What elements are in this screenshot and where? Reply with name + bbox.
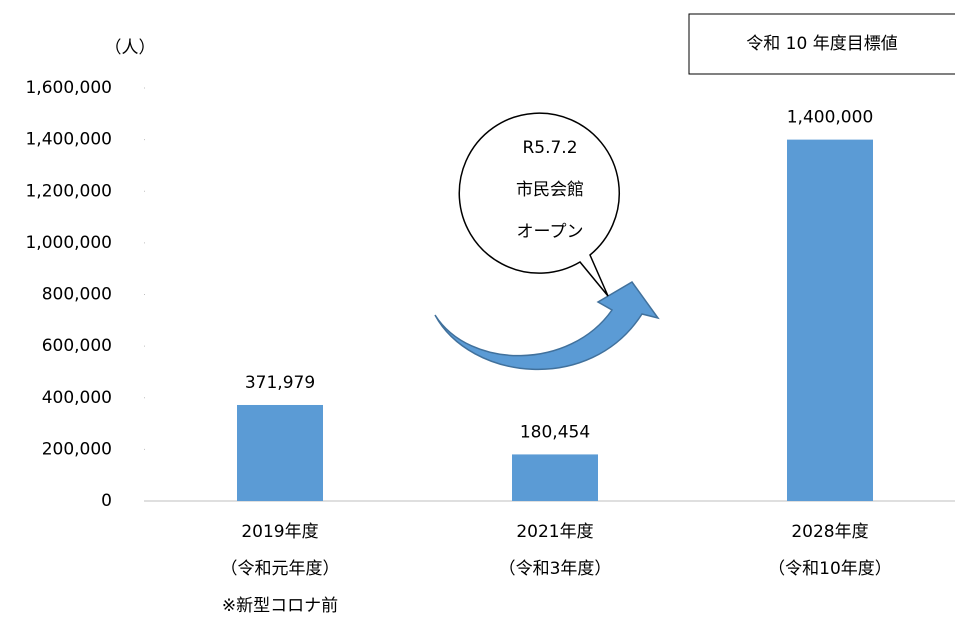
y-tick-label: 800,000 — [42, 285, 112, 305]
speech-bubble — [458, 112, 620, 297]
y-tick-label: 1,200,000 — [25, 181, 112, 201]
value-label: 180,454 — [520, 422, 590, 442]
value-label: 1,400,000 — [787, 108, 874, 128]
bar — [787, 139, 873, 501]
x-tick-label: （令和10年度） — [768, 559, 892, 579]
x-tick-label: 2028年度 — [791, 522, 868, 542]
y-tick-label: 1,600,000 — [25, 78, 112, 98]
x-tick-label: 2021年度 — [516, 522, 593, 542]
value-label: 371,979 — [245, 373, 315, 393]
x-tick-label: 2019年度 — [241, 522, 318, 542]
callout-text: R5.7.2 — [522, 138, 577, 158]
bar — [237, 404, 323, 501]
curved-arrow — [434, 281, 660, 370]
y-tick-label: 1,400,000 — [25, 130, 112, 150]
y-tick-label: 1,000,000 — [25, 233, 112, 253]
y-tick-label: 600,000 — [42, 336, 112, 356]
y-axis-label: （人） — [105, 38, 156, 58]
x-tick-label: （令和3年度） — [499, 559, 612, 579]
y-tick-label: 0 — [101, 491, 112, 511]
y-tick-label: 400,000 — [42, 388, 112, 408]
callout-text: 市民会館 — [516, 180, 584, 200]
annotation-box — [688, 13, 955, 75]
y-tick-label: 200,000 — [42, 439, 112, 459]
bar — [512, 454, 598, 501]
x-tick-label: ※新型コロナ前 — [222, 596, 338, 616]
annotation: 令和 10 年度目標値 — [746, 34, 897, 54]
x-tick-label: （令和元年度） — [221, 559, 340, 579]
callout-text: オープン — [517, 222, 584, 242]
